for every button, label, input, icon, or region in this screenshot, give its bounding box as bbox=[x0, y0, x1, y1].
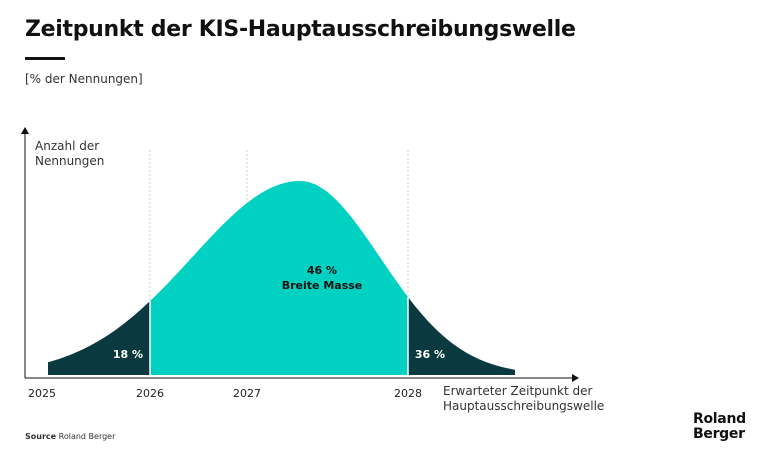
value-label: 36 % bbox=[415, 348, 445, 361]
title: Zeitpunkt der KIS-Hauptausschreibungswel… bbox=[25, 17, 576, 42]
x-tick-label: 2028 bbox=[394, 387, 422, 400]
area-segment bbox=[48, 301, 150, 375]
logo: Roland Berger bbox=[693, 412, 746, 442]
source-text: Roland Berger bbox=[58, 432, 116, 441]
x-tick-label: 2027 bbox=[233, 387, 261, 400]
area-segment bbox=[408, 297, 515, 375]
title-rule bbox=[25, 57, 65, 60]
logo-line: Berger bbox=[693, 426, 745, 442]
value-label: 46 % bbox=[307, 264, 337, 277]
area-segment bbox=[150, 181, 408, 375]
value-label: 18 % bbox=[113, 348, 143, 361]
subtitle: [% der Nennungen] bbox=[25, 72, 143, 86]
y-axis-arrow bbox=[21, 127, 29, 134]
x-axis-label: Erwarteter Zeitpunkt der Hauptausschreib… bbox=[443, 384, 605, 413]
x-axis-arrow bbox=[572, 374, 579, 382]
y-axis-label: Anzahl der Nennungen bbox=[35, 139, 105, 168]
logo-line: Roland bbox=[693, 411, 746, 427]
segment-name: Breite Masse bbox=[282, 279, 363, 292]
source: Source Roland Berger bbox=[25, 432, 115, 441]
x-tick-label: 2025 bbox=[28, 387, 56, 400]
x-tick-label: 2026 bbox=[136, 387, 164, 400]
source-label: Source bbox=[25, 432, 57, 441]
